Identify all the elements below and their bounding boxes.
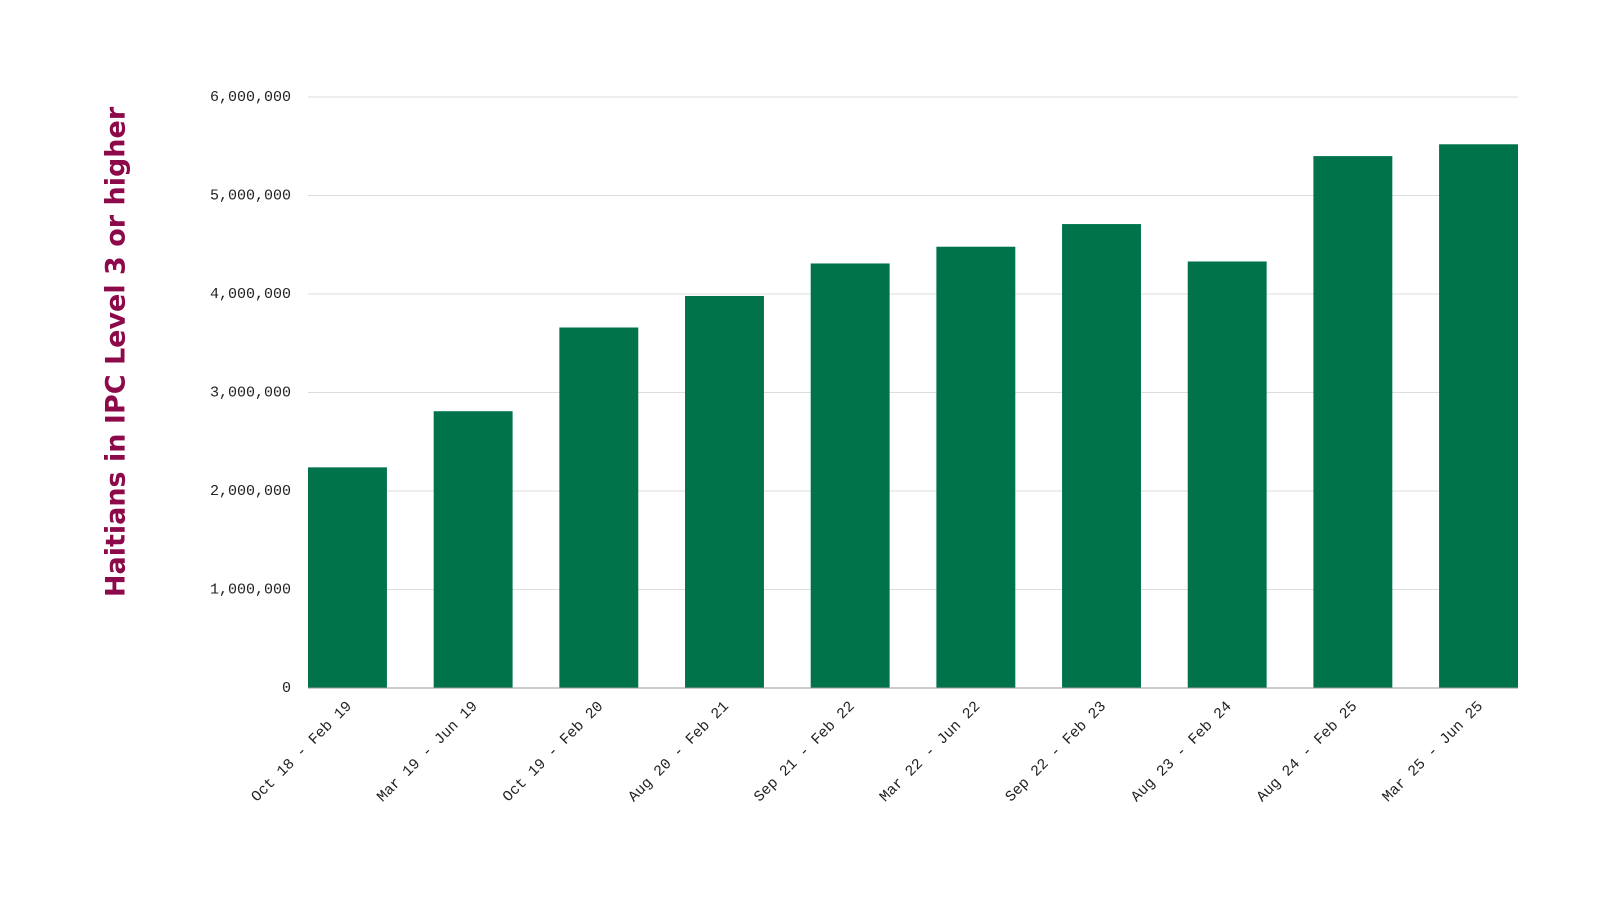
- y-tick-label: 1,000,000: [210, 581, 291, 598]
- y-tick-label: 5,000,000: [210, 187, 291, 204]
- x-tick-label: Oct 19 - Feb 20: [500, 698, 608, 806]
- bar: [433, 411, 513, 688]
- x-tick-label: Sep 22 - Feb 23: [1002, 698, 1110, 806]
- x-tick-label: Aug 20 - Feb 21: [625, 698, 733, 806]
- x-tick-label: Aug 24 - Feb 25: [1254, 698, 1362, 806]
- x-tick-label: Aug 23 - Feb 24: [1128, 698, 1236, 806]
- y-tick-label: 6,000,000: [210, 89, 291, 106]
- bar: [1439, 144, 1518, 688]
- bar: [1062, 224, 1141, 688]
- y-tick-label: 2,000,000: [210, 483, 291, 500]
- bar: [559, 327, 639, 688]
- bar: [685, 295, 764, 688]
- y-axis-title: Haitians in IPC Level 3 or higher: [101, 106, 132, 597]
- bar: [1187, 261, 1267, 688]
- x-tick-label: Mar 19 - Jun 19: [374, 698, 482, 806]
- x-tick-label: Mar 22 - Jun 22: [877, 698, 985, 806]
- y-tick-label: 4,000,000: [210, 286, 291, 303]
- y-tick-label: 3,000,000: [210, 384, 291, 401]
- x-tick-label: Sep 21 - Feb 22: [751, 698, 859, 806]
- bar: [1313, 156, 1393, 689]
- bar: [308, 467, 387, 688]
- bar: [810, 263, 890, 688]
- y-tick-label: 0: [282, 680, 291, 697]
- x-tick-label: Oct 18 - Feb 19: [248, 698, 356, 806]
- bar: [936, 246, 1016, 688]
- x-tick-label: Mar 25 - Jun 25: [1379, 698, 1487, 806]
